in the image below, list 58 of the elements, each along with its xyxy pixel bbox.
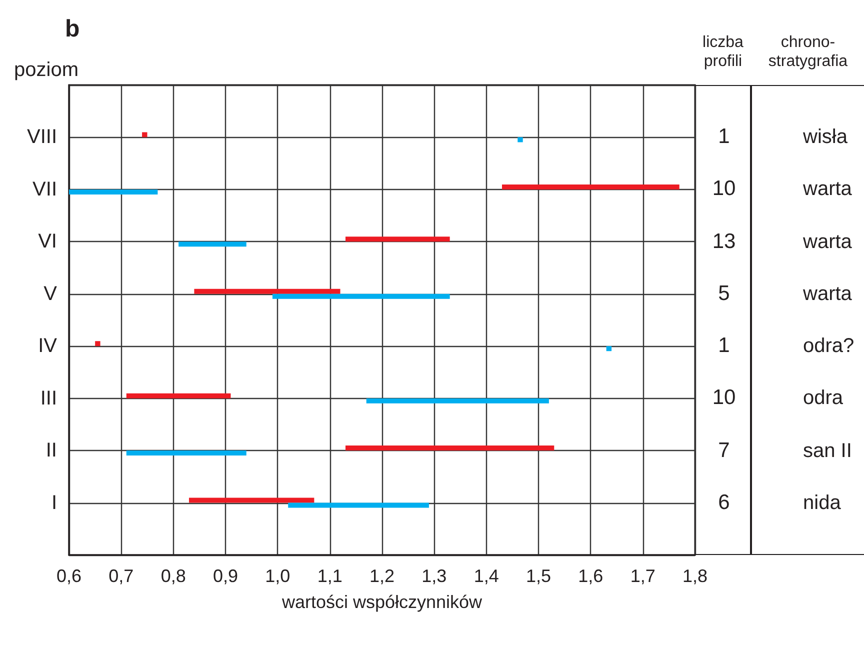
x-tick-label: 1,0 <box>265 566 290 586</box>
chart-title: b <box>65 16 80 42</box>
x-tick-label: 1,5 <box>526 566 552 586</box>
y-tick-label: I <box>51 492 57 514</box>
y-tick-label: VIII <box>26 126 57 148</box>
text: 1 <box>717 124 731 150</box>
y-tick-label: VII <box>32 178 57 200</box>
bar <box>188 498 314 503</box>
bar <box>345 446 554 451</box>
bar <box>288 502 429 508</box>
bar <box>606 346 612 352</box>
y-tick-label: VI <box>38 230 57 253</box>
x-tick-label: 1,1 <box>317 566 342 586</box>
text: 10 <box>711 385 737 412</box>
bar <box>518 137 523 142</box>
bar <box>126 450 246 456</box>
x-tick-label: 1,7 <box>630 566 656 586</box>
text: 1 <box>717 333 731 360</box>
x-tick-label: 1,3 <box>422 566 447 586</box>
y-tick-label: III <box>40 387 57 410</box>
bar <box>126 393 231 398</box>
text: 13 <box>711 228 737 255</box>
y-tick-label: V <box>44 282 58 305</box>
bar <box>142 132 148 138</box>
bar <box>69 189 158 194</box>
text: 10 <box>711 176 737 202</box>
text: liczba profili <box>702 33 744 71</box>
text: wisła <box>803 125 848 150</box>
text: warta <box>803 230 852 255</box>
x-tick-label: 0,7 <box>108 566 134 586</box>
x-tick-label: 1,4 <box>474 566 499 586</box>
y-tick-label: II <box>46 440 57 462</box>
text: odra <box>803 386 844 412</box>
text: san II <box>803 438 852 464</box>
bar <box>345 236 450 242</box>
x-tick-label: 0,6 <box>56 566 82 586</box>
bar <box>502 184 680 190</box>
bar <box>194 288 340 294</box>
x-tick-label: 1,6 <box>578 566 604 586</box>
bar <box>95 341 100 346</box>
text: chrono-stratygrafia <box>767 33 849 71</box>
x-tick-label: 0,9 <box>212 566 238 586</box>
bar <box>178 242 246 247</box>
text: 7 <box>717 438 731 464</box>
text: warta <box>803 177 852 202</box>
text: 5 <box>717 280 731 307</box>
text: warta <box>803 282 852 307</box>
y-axis-title: poziom <box>14 58 78 82</box>
x-tick-label: 1,8 <box>682 566 708 586</box>
x-tick-label: 1,2 <box>369 566 395 586</box>
text: nida <box>803 490 841 516</box>
bar <box>366 398 549 404</box>
text: odra? <box>803 334 854 360</box>
x-axis-title: wartości współczynników <box>280 592 484 612</box>
x-tick-label: 0,8 <box>160 566 186 586</box>
bar <box>272 294 450 299</box>
text: 6 <box>717 490 731 516</box>
y-tick-label: IV <box>38 335 58 358</box>
